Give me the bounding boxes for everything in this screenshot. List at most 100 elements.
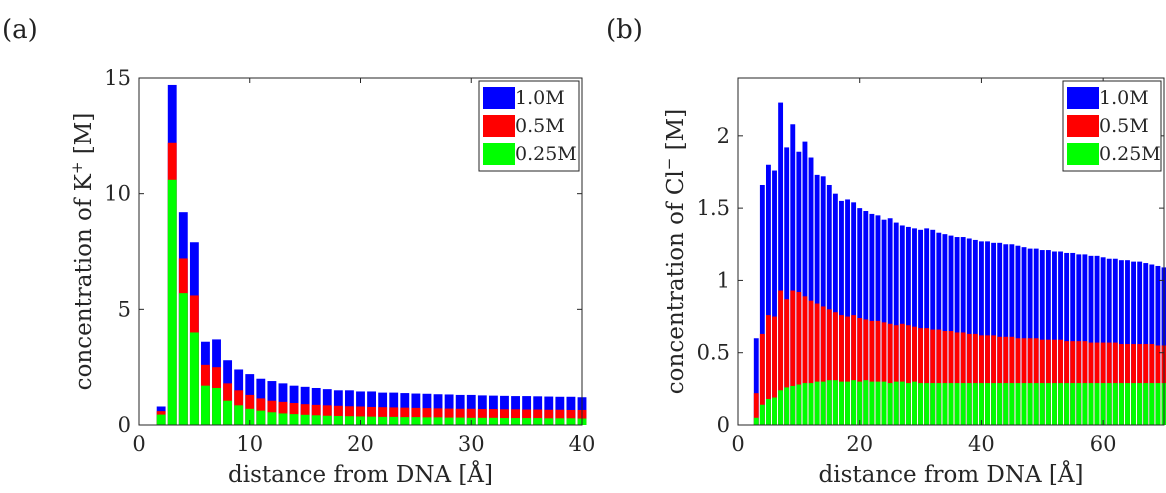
- bar-1.0M-52: [1052, 251, 1057, 425]
- bar-0.25M-51: [1045, 383, 1051, 425]
- bar-1.0M-56: [1076, 254, 1082, 425]
- legend-swatch-0.25M: [483, 143, 515, 165]
- bar-0.5M-21: [367, 406, 377, 425]
- bar-0.25M-61: [1106, 383, 1112, 425]
- bar-0.5M-38: [555, 409, 565, 425]
- bar-0.5M-48: [1027, 338, 1033, 425]
- legend-swatch-0.25M: [1067, 143, 1099, 165]
- bar-0.5M-32: [930, 329, 936, 425]
- bar-0.5M-24: [400, 407, 410, 425]
- bar-0.25M-3: [753, 417, 759, 425]
- bar-0.25M-42: [991, 383, 997, 425]
- bar-0.25M-25: [411, 417, 421, 425]
- bar-0.25M-13: [278, 413, 288, 425]
- bar-1.0M-63: [1118, 260, 1124, 425]
- bar-0.25M-18: [333, 415, 343, 425]
- bar-1.0M-14: [820, 176, 826, 425]
- chart-panel-b: 0 20 40 60 0 0.5 1 1.5 2 distance from DNA [Å] con…: [660, 77, 1166, 488]
- bar-0.25M-15: [300, 414, 310, 425]
- bar-0.25M-17: [322, 415, 332, 425]
- legend: 1.0M 0.5M 0.25M: [1062, 80, 1162, 172]
- bar-0.5M-49: [1033, 338, 1039, 425]
- bar-1.0M-23: [875, 215, 881, 425]
- bar-1.0M-11: [802, 141, 808, 425]
- bar-1.0M-16: [832, 193, 838, 425]
- bar-0.25M-47: [1021, 383, 1027, 425]
- bar-0.25M-39: [566, 418, 576, 425]
- bar-0.25M-5: [765, 398, 771, 425]
- bar-1.0M-43: [997, 242, 1003, 425]
- bar-0.25M-8: [784, 387, 790, 425]
- bar-0.25M-11: [256, 410, 266, 425]
- bar-0.5M-18: [845, 316, 850, 425]
- bar-0.5M-20: [857, 318, 863, 425]
- bar-0.25M-35: [948, 383, 954, 425]
- legend-label-0.25M: 0.25M: [515, 143, 577, 165]
- legend-label-0.5M: 0.5M: [515, 115, 565, 137]
- bar-0.5M-15: [826, 309, 832, 425]
- bar-1.0M-39: [972, 239, 978, 425]
- bar-0.25M-57: [1082, 383, 1088, 425]
- bar-0.5M-20: [356, 406, 365, 425]
- axes-box: [737, 77, 1165, 426]
- bar-0.25M-21: [367, 416, 377, 425]
- bar-1.0M-41: [985, 241, 990, 425]
- bar-0.25M-3: [167, 179, 177, 425]
- bar-0.25M-16: [311, 415, 321, 425]
- x-tick-label: 40: [968, 432, 995, 456]
- bar-0.5M-14: [820, 306, 826, 425]
- bar-0.25M-9: [234, 405, 244, 425]
- bar-1.0M-44: [1003, 244, 1009, 425]
- bar-0.5M-35: [522, 409, 532, 425]
- x-tick-label: 0: [731, 432, 744, 456]
- bar-0.25M-34: [942, 383, 948, 425]
- bar-0.5M-9: [790, 290, 796, 425]
- bar-0.5M-14: [289, 403, 299, 425]
- bar-0.25M-10: [245, 408, 255, 425]
- bar-0.5M-11: [802, 296, 808, 425]
- bar-1.0M-20: [857, 208, 863, 425]
- bar-0.25M-31: [924, 383, 930, 425]
- bar-1.0M-42: [991, 242, 997, 425]
- bar-0.25M-33: [500, 418, 509, 425]
- bar-0.25M-62: [1112, 383, 1118, 425]
- y-tick-label: 0: [717, 413, 730, 437]
- bar-0.25M-7: [212, 387, 221, 425]
- y-tick-label: 1: [717, 268, 730, 292]
- bar-0.5M-33: [500, 409, 509, 425]
- bar-1.0M-51: [1045, 250, 1051, 425]
- bar-1.0M-22: [869, 213, 875, 425]
- bar-0.25M-41: [985, 383, 990, 425]
- bar-1.0M-9: [790, 124, 796, 426]
- bar-0.5M-21: [863, 319, 869, 425]
- bar-1.0M-12: [808, 157, 814, 426]
- bar-1.0M-60: [1100, 257, 1106, 425]
- bar-1.0M-66: [1137, 261, 1143, 425]
- bar-0.5M-50: [1039, 339, 1045, 425]
- bar-1.0M-33: [936, 232, 942, 425]
- bar-1.0M-64: [1125, 260, 1130, 425]
- bar-0.5M-25: [411, 407, 421, 425]
- y-axis-label: concentration of K+ [M]: [68, 113, 97, 391]
- bar-1.0M-38: [966, 238, 972, 425]
- bar-0.25M-5: [189, 332, 199, 425]
- bar-0.25M-39: [972, 383, 978, 425]
- legend-label-1.0M: 1.0M: [515, 87, 565, 109]
- bar-0.25M-4: [178, 293, 188, 425]
- bar-0.25M-6: [201, 385, 210, 425]
- bar-0.25M-49: [1033, 383, 1039, 425]
- bar-1.0M-53: [1058, 251, 1063, 425]
- bar-1.0M-32: [930, 229, 936, 425]
- bar-1.0M-10: [796, 151, 802, 426]
- bar-0.25M-18: [845, 381, 850, 425]
- bar-0.25M-23: [875, 381, 881, 425]
- bar-0.25M-6: [772, 397, 777, 425]
- bar-1.0M-58: [1088, 255, 1094, 425]
- y-tick-label: 1.5: [697, 196, 730, 220]
- bar-1.0M-3: [753, 338, 759, 425]
- bar-0.5M-47: [1021, 338, 1027, 425]
- legend-swatch-1.0M: [1067, 87, 1099, 109]
- bar-0.25M-9: [790, 385, 796, 425]
- y-tick-label: 0.5: [697, 341, 730, 365]
- bar-0.25M-46: [1015, 383, 1021, 425]
